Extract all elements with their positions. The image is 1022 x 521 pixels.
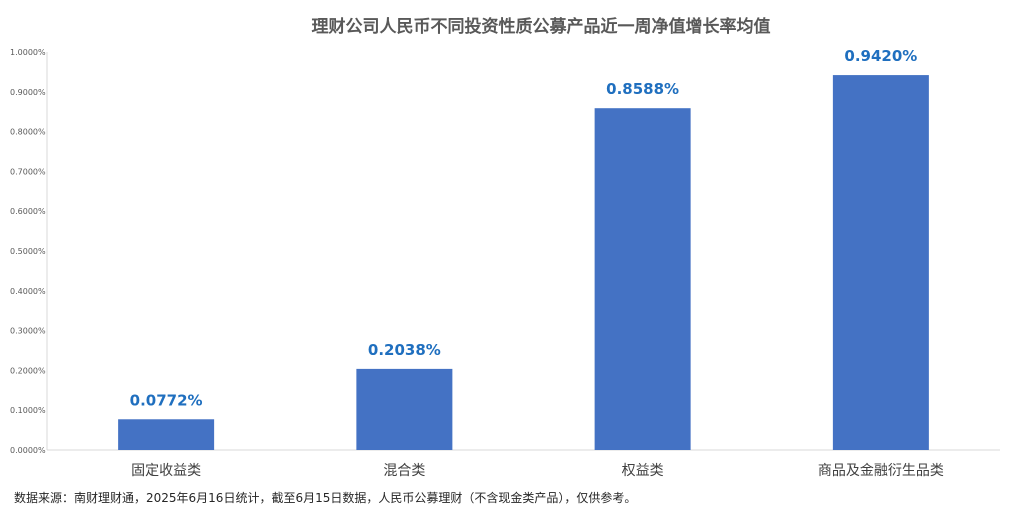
x-tick-label: 固定收益类	[131, 463, 201, 479]
y-tick-label: 0.6000%	[10, 207, 46, 216]
y-tick-label: 0.8000%	[10, 128, 46, 137]
x-tick-label: 商品及金融衍生品类	[818, 463, 944, 479]
y-tick-label: 0.4000%	[10, 287, 46, 296]
chart-title: 理财公司人民币不同投资性质公募产品近一周净值增长率均值	[312, 16, 771, 37]
data-label: 0.9420%	[844, 47, 917, 65]
bars-group	[118, 75, 929, 451]
x-tick-label: 混合类	[383, 463, 425, 479]
y-tick-label: 0.3000%	[10, 327, 46, 336]
y-tick-label: 0.2000%	[10, 366, 46, 375]
data-label: 0.2038%	[368, 341, 441, 359]
bar	[356, 368, 453, 450]
y-tick-label: 0.7000%	[10, 167, 46, 176]
bar	[118, 419, 215, 450]
data-label: 0.0772%	[130, 391, 203, 409]
y-tick-label: 0.9000%	[10, 88, 46, 97]
source-note: 数据来源：南财理财通，2025年6月16日统计，截至6月15日数据，人民币公募理…	[14, 491, 637, 505]
y-axis-ticks: 0.0000% 0.1000% 0.2000% 0.3000% 0.4000% 0.500…	[10, 48, 46, 455]
bar	[594, 108, 691, 450]
bar	[832, 75, 929, 451]
x-axis-ticks: 固定收益类 混合类 权益类 商品及金融衍生品类	[131, 463, 944, 479]
y-tick-label: 0.5000%	[10, 247, 46, 256]
x-tick-label: 权益类	[622, 463, 664, 479]
y-tick-label: 0.1000%	[10, 406, 46, 415]
y-tick-label: 1.0000%	[10, 48, 46, 57]
data-label: 0.8588%	[606, 80, 679, 98]
y-tick-label: 0.0000%	[10, 446, 46, 455]
data-labels-group: 0.0772% 0.2038% 0.8588% 0.9420%	[130, 47, 918, 409]
